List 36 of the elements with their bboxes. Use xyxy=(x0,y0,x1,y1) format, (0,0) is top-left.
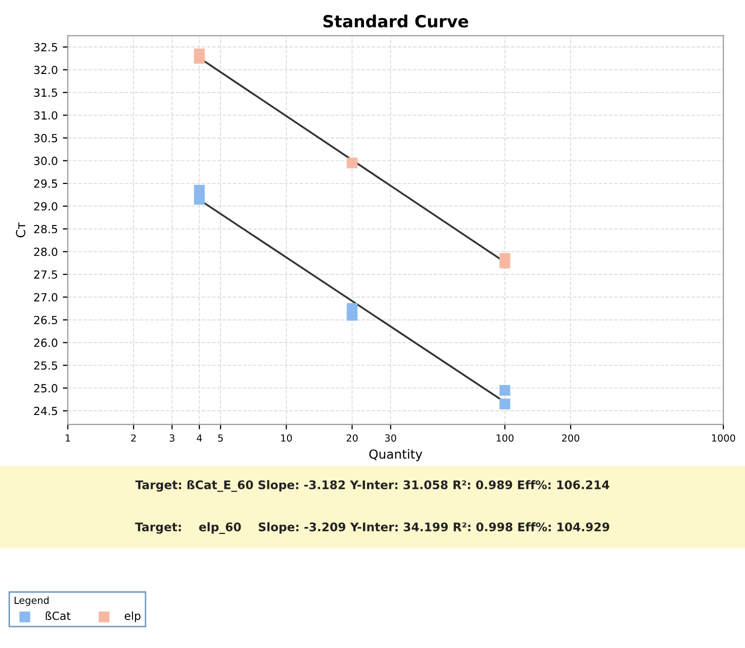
y-tick-label: 25.0 xyxy=(34,384,58,392)
legend-label: ßCat xyxy=(46,611,70,620)
y-axis-title: Cт xyxy=(16,222,26,238)
x-tick-label: 30 xyxy=(385,434,396,442)
x-tick-label: 100 xyxy=(496,434,514,442)
x-tick-label: 200 xyxy=(562,434,580,442)
y-tick-label: 30.5 xyxy=(34,134,58,142)
y-tick-label: 32.0 xyxy=(34,66,58,74)
y-tick-label: 28.0 xyxy=(34,248,58,256)
legend-label: elp xyxy=(124,611,140,622)
y-tick-label: 29.0 xyxy=(34,202,58,211)
y-tick-label: 29.5 xyxy=(34,179,58,188)
legend-title: Legend xyxy=(14,596,49,606)
y-tick-label: 25.5 xyxy=(34,361,58,370)
x-tick-label: 1000 xyxy=(712,434,736,442)
y-tick-label: 31.5 xyxy=(34,88,58,97)
y-tick-label: 31.0 xyxy=(34,111,58,120)
y-tick-label: 26.5 xyxy=(34,316,58,324)
x-tick-label: 10 xyxy=(281,434,292,442)
x-tick-label: 2 xyxy=(131,434,136,442)
x-tick-label: 4 xyxy=(196,434,202,442)
y-tick-label: 24.5 xyxy=(34,406,58,416)
y-tick-label: 27.0 xyxy=(34,293,58,302)
y-tick-label: 26.0 xyxy=(34,338,58,347)
chart-title: Standard Curve xyxy=(323,14,468,28)
y-tick-label: 32.5 xyxy=(34,42,58,52)
text: Target: elp_60 Slope: -3.209 Y-Inter: 34.199 R²: 0.998 Eff%: 104.929 xyxy=(135,522,610,534)
x-axis-title: Quantity xyxy=(369,449,422,462)
y-tick-label: 28.5 xyxy=(34,224,58,234)
x-tick-label: 5 xyxy=(218,434,223,442)
y-tick-label: 30.0 xyxy=(34,156,58,166)
x-tick-label: 3 xyxy=(170,434,174,442)
x-tick-label: 20 xyxy=(346,434,358,442)
x-tick-label: 1 xyxy=(66,434,70,442)
y-tick-label: 27.5 xyxy=(34,270,58,279)
text: Target: ßCat_E_60 Slope: -3.182 Y-Inter: 31.058 R²: 0.989 Eff%: 106.214 xyxy=(135,480,610,492)
